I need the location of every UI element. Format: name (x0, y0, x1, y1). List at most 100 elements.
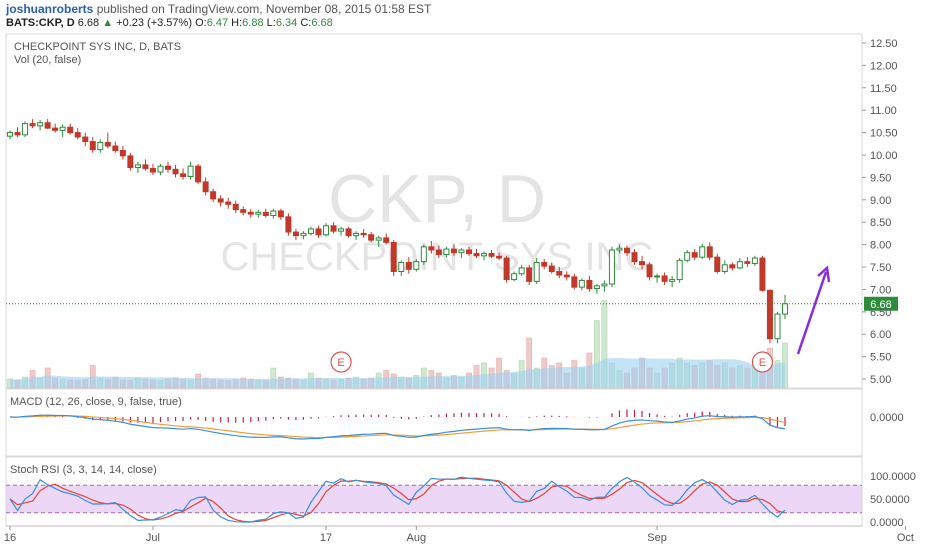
candle-down (14, 132, 21, 136)
candle-up (398, 262, 405, 272)
candle-down (82, 136, 89, 143)
y-tick-label: 7.50 (870, 262, 891, 274)
candle-down (390, 241, 397, 272)
candle-down (639, 261, 646, 266)
candle-down (586, 279, 593, 290)
candle-up (511, 273, 518, 281)
candle-up (7, 132, 13, 137)
candle-down (450, 248, 457, 254)
candle-down (149, 167, 156, 173)
candle-up (736, 261, 743, 269)
candle-up (751, 257, 758, 264)
candle-down (277, 210, 284, 218)
candle-up (22, 123, 29, 136)
candle-down (315, 228, 322, 236)
candle-up (59, 126, 66, 131)
candle-up (37, 122, 44, 127)
x-tick-label: Sep (647, 532, 667, 544)
stock-chart[interactable]: CKP, D CHECKPOINT SYS INC 0.0000 100.000… (0, 32, 932, 550)
chart-title: CHECKPOINT SYS INC, D, BATS (14, 41, 181, 53)
candle-down (210, 191, 217, 200)
volume-bars (7, 300, 788, 389)
published-text: published on TradingView.com, November 0… (96, 2, 432, 16)
watermark-symbol: CKP, D (328, 161, 546, 237)
candle-down (240, 209, 247, 213)
candle-down (465, 249, 472, 255)
volume-label: Vol (20, false) (14, 54, 81, 66)
candle-up (443, 248, 450, 255)
candle-down (285, 216, 292, 233)
y-tick-label: 12.00 (870, 60, 898, 72)
candle-down (661, 275, 668, 282)
candle-up (270, 210, 277, 216)
candle-down (330, 225, 337, 232)
candle-up (420, 246, 427, 263)
candle-up (413, 261, 420, 270)
candle-down (360, 232, 367, 236)
candle-up (97, 141, 104, 151)
candle-up (721, 264, 728, 272)
candle-down (383, 237, 390, 243)
candle-down (548, 265, 555, 272)
y-tick-label: 10.00 (870, 150, 898, 162)
candle-down (247, 211, 254, 215)
x-tick-label: Aug (407, 532, 427, 544)
candle-down (496, 255, 503, 259)
open-label: O: (195, 17, 207, 29)
stoch-tick-label: 0.0000 (870, 517, 904, 529)
y-tick-label: 5.00 (870, 374, 891, 386)
high-label: H: (231, 17, 243, 29)
y-tick-label: 9.50 (870, 172, 891, 184)
candle-up (307, 228, 314, 234)
earnings-marker (330, 351, 352, 373)
candle-down (127, 155, 134, 169)
stoch-rsi-pane: 100.0000 50.0000 0.0000 (6, 471, 916, 529)
candle-down (202, 181, 209, 193)
candle-down (172, 168, 179, 175)
y-tick-label: 6.50 (870, 307, 891, 319)
quote-line: BATS:CKP, D 6.68 ▲ +0.23 (+3.57%) O:6.47… (6, 17, 333, 29)
candle-down (646, 264, 653, 278)
candle-down (706, 246, 713, 258)
candles (7, 119, 788, 344)
candle-down (225, 201, 232, 205)
change-value: +0.23 (+3.57%) (116, 17, 192, 29)
candle-up (676, 259, 683, 281)
candle-down (89, 141, 96, 151)
macd-line (9, 414, 786, 440)
candle-up (699, 246, 706, 258)
macd-pane: 0.0000 (9, 409, 904, 440)
candle-down (729, 264, 736, 269)
chart-header: joshuanroberts published on TradingView.… (0, 0, 932, 32)
axes: 6.68 12.50 12.00 11.50 11.00 10.50 10.00 9.50 9.… (4, 38, 914, 544)
candle-down (119, 150, 126, 157)
author-link[interactable]: joshuanroberts (6, 2, 94, 16)
candle-up (593, 285, 600, 290)
candle-down (571, 276, 578, 288)
y-tick-label: 10.50 (870, 128, 898, 140)
candle-up (601, 283, 608, 287)
y-tick-label: 6.00 (870, 329, 891, 341)
y-tick-label: 8.50 (870, 217, 891, 229)
trend-arrow-head (817, 265, 831, 283)
candle-down (714, 256, 721, 272)
candle-down (744, 261, 751, 264)
y-tick-label: 11.00 (870, 105, 897, 117)
candle-up (375, 237, 382, 241)
stoch-tick-label: 50.0000 (870, 494, 910, 506)
candle-down (503, 257, 510, 281)
candle-up (300, 232, 307, 237)
macd-signal-line (9, 415, 786, 439)
x-tick-label: 16 (4, 532, 16, 544)
candle-down (759, 257, 766, 291)
candle-down (631, 252, 638, 263)
candle-down (368, 234, 375, 241)
candle-up (578, 279, 585, 288)
candle-up (669, 279, 676, 282)
candle-down (112, 145, 119, 152)
candle-up (157, 165, 164, 173)
y-tick-label: 8.00 (870, 240, 891, 252)
candle-down (563, 274, 570, 278)
candle-down (488, 253, 495, 257)
